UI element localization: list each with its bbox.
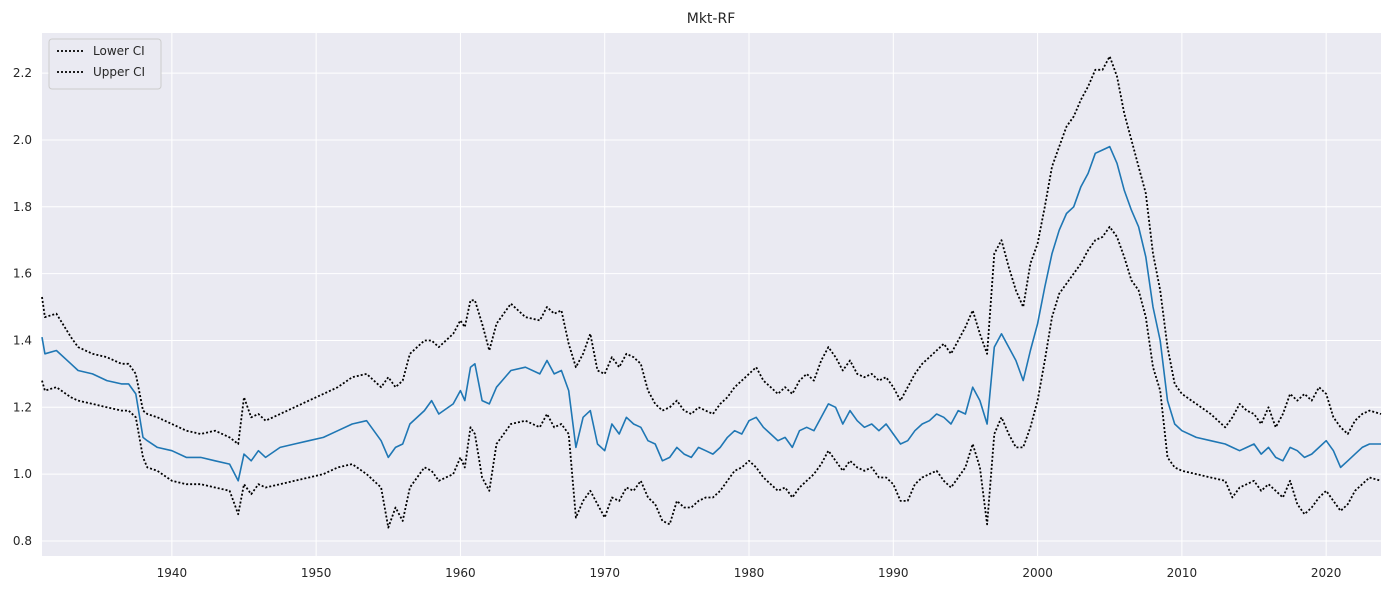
plot-area — [42, 33, 1381, 556]
legend-label: Lower CI — [93, 44, 145, 58]
x-tick-label: 1990 — [878, 566, 909, 580]
y-tick-label: 0.8 — [13, 534, 32, 548]
series-layer — [41, 55, 1382, 529]
y-tick-label: 2.2 — [13, 66, 32, 80]
y-axis: 0.8 1.0 1.2 1.4 1.6 1.8 2.0 2.2 — [13, 66, 32, 548]
legend-label: Upper CI — [93, 65, 145, 79]
y-tick-label: 1.2 — [13, 400, 32, 414]
y-tick-label: 1.8 — [13, 200, 32, 214]
x-tick-label: 1970 — [589, 566, 620, 580]
series-line-estimate — [41, 145, 1381, 482]
y-tick-label: 1.6 — [13, 267, 32, 281]
legend: Lower CI Upper CI — [48, 38, 162, 90]
x-tick-label: 2000 — [1022, 566, 1053, 580]
grid-lines — [42, 33, 1381, 556]
y-tick-label: 1.0 — [13, 467, 32, 481]
x-tick-label: 2020 — [1311, 566, 1342, 580]
x-axis: 1940 1950 1960 1970 1980 1990 2000 2010 2020 — [157, 566, 1342, 580]
x-tick-label: 1980 — [734, 566, 765, 580]
series-line-lower-ci — [41, 225, 1382, 529]
chart-title: Mkt-RF — [687, 11, 736, 27]
series-line-upper-ci — [41, 55, 1382, 445]
y-tick-label: 1.4 — [13, 333, 32, 347]
y-tick-label: 2.0 — [13, 133, 32, 147]
x-tick-label: 2010 — [1167, 566, 1198, 580]
x-tick-label: 1950 — [301, 566, 332, 580]
x-tick-label: 1940 — [157, 566, 188, 580]
x-tick-label: 1960 — [445, 566, 476, 580]
